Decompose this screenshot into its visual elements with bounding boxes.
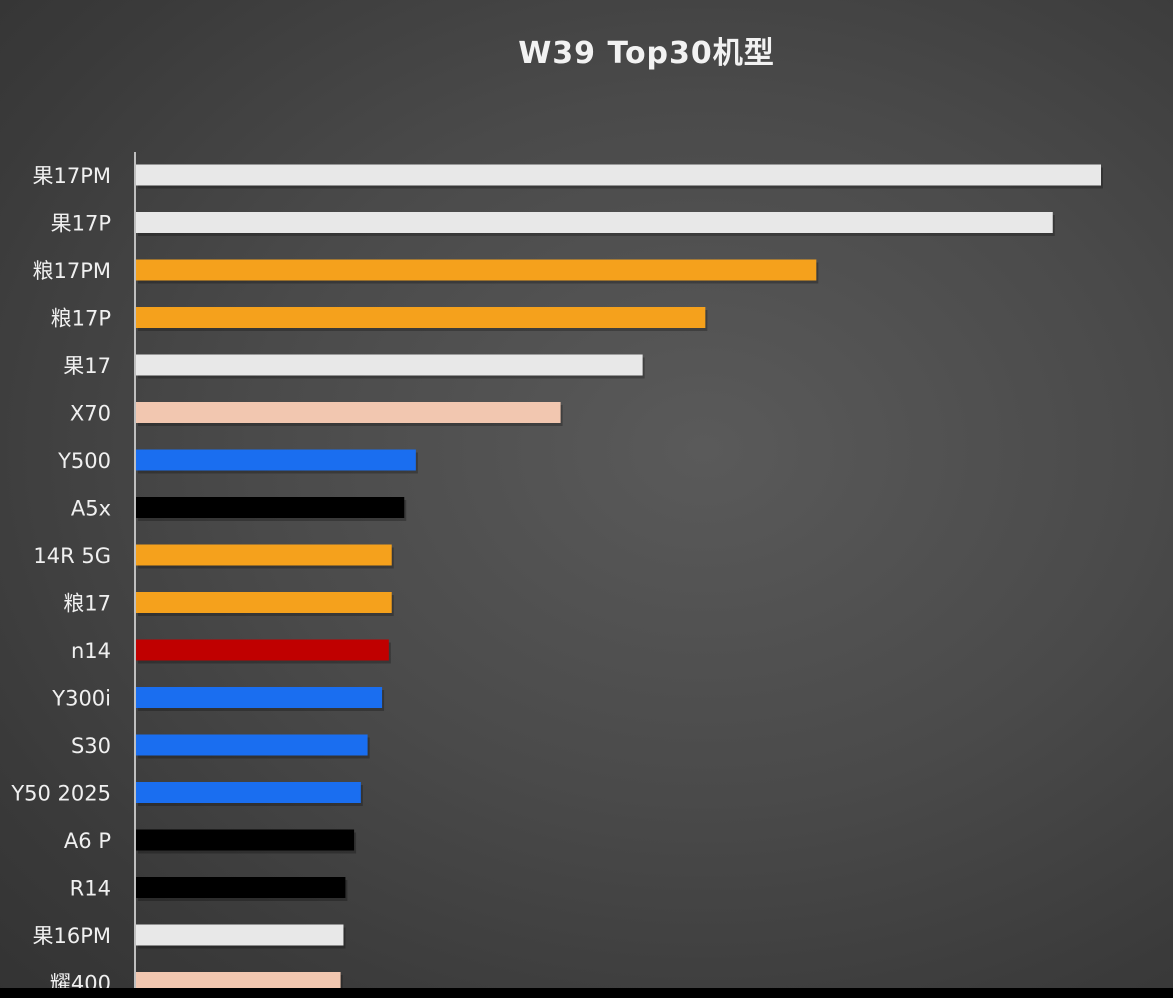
category-label: n14 — [71, 639, 111, 663]
category-label: Y300i — [51, 687, 111, 711]
bar — [136, 924, 344, 946]
bar — [136, 734, 368, 756]
bar — [136, 212, 1053, 233]
chart-title: W39 Top30机型 — [518, 36, 775, 71]
category-label: 粮17P — [51, 307, 111, 331]
category-label: S30 — [71, 734, 111, 758]
bar — [136, 164, 1101, 186]
bar — [136, 354, 643, 376]
category-label: 14R 5G — [33, 544, 111, 568]
category-label: 粮17 — [63, 592, 111, 616]
bar — [136, 687, 383, 708]
category-label: 粮17PM — [32, 259, 111, 283]
bar — [136, 972, 341, 993]
bar — [136, 307, 706, 328]
bar — [136, 877, 346, 898]
bar — [136, 259, 817, 281]
bar — [136, 497, 405, 518]
category-label: 果17PM — [32, 164, 111, 188]
bar — [136, 544, 392, 566]
bars-layer — [136, 164, 1103, 996]
category-label: 果17P — [51, 212, 111, 236]
category-label: 果17 — [63, 354, 111, 378]
category-label: A5x — [71, 497, 111, 521]
bottom-strip — [0, 988, 1173, 998]
category-label: A6 P — [64, 829, 111, 853]
category-label: 果16PM — [32, 924, 111, 948]
category-label: R14 — [70, 877, 111, 901]
bar — [136, 592, 392, 613]
category-labels: 果17PM 果17P 粮17PM 粮17P 果17 X70 Y500 A5x 14R 5G 粮17… — [10, 164, 111, 996]
category-label: X70 — [70, 402, 111, 426]
bar — [136, 449, 416, 471]
category-label: Y50 2025 — [10, 782, 111, 806]
bar — [136, 639, 389, 661]
bar — [136, 829, 355, 851]
bar — [136, 402, 561, 423]
bar — [136, 782, 361, 803]
category-label: Y500 — [57, 449, 111, 473]
